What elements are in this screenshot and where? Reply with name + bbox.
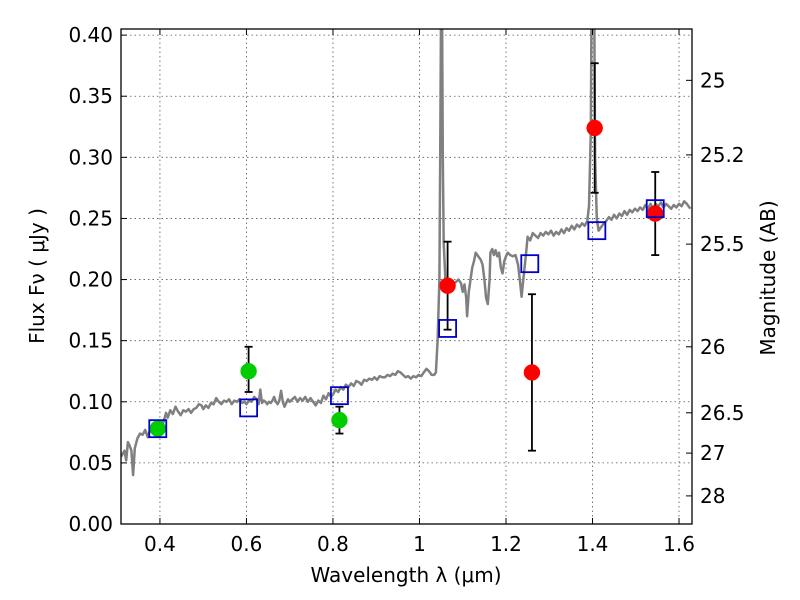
x-tick-label: 1: [413, 532, 426, 556]
photometry-point: [646, 205, 664, 222]
right-tick-label: 26: [700, 335, 725, 359]
y-axis-title: Flux Fν ( μJy ): [25, 208, 49, 344]
photometry-point: [240, 362, 257, 380]
y-tick-label: 0.15: [68, 329, 113, 353]
model-square: [520, 254, 540, 274]
model-square: [239, 398, 259, 418]
photometry-point: [331, 411, 348, 429]
model-square: [330, 386, 349, 406]
y-tick-label: 0.40: [68, 23, 113, 47]
x-tick-label: 1.2: [490, 532, 522, 556]
x-axis: 0.4 0.6 0.8 1 1.2 1.4 1.6: [144, 29, 695, 556]
right-tick-label: 27: [700, 441, 725, 465]
right-axis-title: Magnitude (AB): [756, 200, 780, 355]
plot-area: [121, 29, 692, 477]
model-square: [438, 319, 457, 338]
y-tick-label: 0.35: [68, 84, 113, 108]
right-tick-label: 26.5: [700, 401, 745, 425]
right-tick-label: 28: [700, 484, 725, 508]
photometry-point: [149, 420, 167, 437]
right-axis: 25 25.2 25.5 26 26.5 27 28: [686, 68, 745, 508]
x-tick-label: 0.6: [231, 532, 263, 556]
photometry-point: [586, 119, 603, 137]
y-tick-label: 0.25: [68, 206, 113, 230]
y-tick-label: 0.05: [68, 451, 113, 475]
markers: [148, 119, 665, 439]
photometry-point: [523, 364, 541, 381]
y-tick-label: 0.00: [68, 512, 113, 536]
model-square: [645, 199, 665, 219]
right-tick-label: 25.2: [700, 143, 745, 167]
y-tick-label: 0.30: [68, 145, 113, 169]
model-square: [587, 221, 607, 241]
x-tick-label: 1.4: [577, 532, 609, 556]
spectrum-line: [121, 29, 692, 477]
grid: [121, 29, 692, 525]
y-tick-label: 0.20: [68, 268, 113, 292]
x-tick-label: 1.6: [663, 532, 695, 556]
x-axis-title: Wavelength λ (μm): [310, 563, 501, 587]
y-tick-label: 0.10: [68, 390, 113, 414]
y-axis: 0.00 0.05 0.10 0.15 0.20 0.25 0.30 0.35 0.40: [68, 23, 127, 536]
right-tick-label: 25: [700, 68, 725, 92]
x-tick-label: 0.4: [144, 532, 176, 556]
right-tick-label: 25.5: [700, 232, 745, 256]
plot-frame: [120, 28, 693, 525]
model-square: [148, 419, 168, 439]
x-tick-label: 0.8: [317, 532, 349, 556]
photometry-point: [439, 277, 456, 294]
